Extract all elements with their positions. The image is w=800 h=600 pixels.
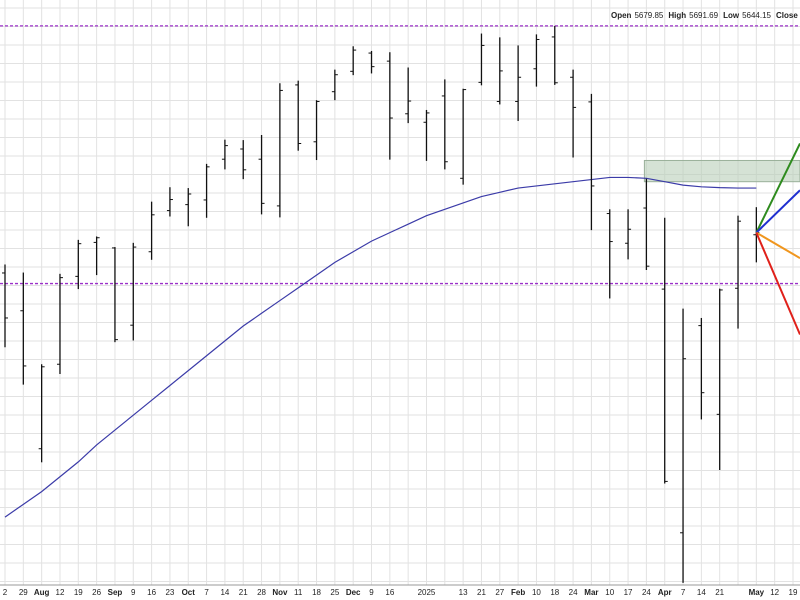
x-tick-label: 26: [92, 588, 101, 597]
x-tick-label: Oct: [182, 588, 196, 597]
x-tick-label: 12: [56, 588, 65, 597]
x-tick-label: 10: [605, 588, 614, 597]
readout-label: Open: [611, 11, 632, 20]
x-tick-label: 9: [131, 588, 136, 597]
projection-line: [755, 143, 800, 234]
x-tick-label: 21: [715, 588, 724, 597]
x-tick-label: Mar: [584, 588, 598, 597]
x-tick-label: Apr: [658, 588, 672, 597]
readout-label: High: [668, 11, 686, 20]
x-tick-label: 13: [459, 588, 468, 597]
projection-line: [755, 232, 800, 335]
x-tick-label: 16: [147, 588, 156, 597]
x-tick-label: 14: [697, 588, 706, 597]
x-tick-label: 7: [204, 588, 209, 597]
x-tick-label: Nov: [272, 588, 288, 597]
x-tick-label: 7: [681, 588, 686, 597]
x-tick-label: 11: [294, 588, 303, 597]
x-tick-label: 21: [477, 588, 486, 597]
x-tick-label: 17: [624, 588, 633, 597]
projection-line: [755, 189, 800, 234]
x-tick-label: 24: [569, 588, 578, 597]
readout-value: 5644.15: [742, 11, 771, 20]
x-tick-label: 19: [74, 588, 83, 597]
x-tick-label: 19: [789, 588, 798, 597]
moving-average: [4, 176, 757, 518]
readout-value: 5679.85: [634, 11, 663, 20]
x-tick-label: 18: [550, 588, 559, 597]
x-tick-label: 14: [220, 588, 229, 597]
readout-value: 5691.69: [689, 11, 718, 20]
x-tick-label: Feb: [511, 588, 525, 597]
x-tick-label: Aug: [34, 588, 50, 597]
x-tick-label: 25: [330, 588, 339, 597]
x-tick-label: 24: [642, 588, 651, 597]
resistance-zone: [643, 159, 800, 183]
x-tick-label: May: [749, 588, 765, 597]
x-tick-label: 12: [770, 588, 779, 597]
x-tick-label: 16: [385, 588, 394, 597]
x-tick-label: 2: [3, 588, 8, 597]
x-tick-label: Sep: [108, 588, 123, 597]
x-tick-label: 9: [369, 588, 374, 597]
x-tick-label: 23: [165, 588, 174, 597]
readout-label: Low: [723, 11, 740, 20]
projection-line: [755, 231, 800, 259]
x-tick-label: 29: [19, 588, 28, 597]
x-tick-label: 27: [495, 588, 504, 597]
x-tick-label: 18: [312, 588, 321, 597]
x-tick-label: Dec: [346, 588, 361, 597]
x-tick-label: 21: [239, 588, 248, 597]
x-tick-label: 28: [257, 588, 266, 597]
x-tick-label: 2025: [418, 588, 436, 597]
readout-label: Close: [776, 11, 798, 20]
x-tick-label: 10: [532, 588, 541, 597]
